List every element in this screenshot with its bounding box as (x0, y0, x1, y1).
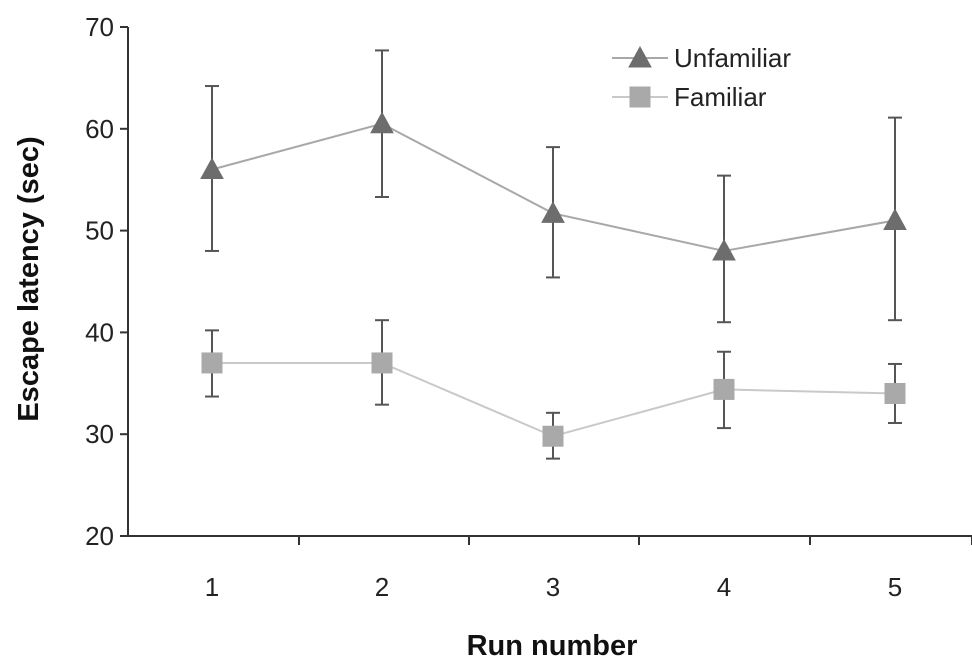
y-tick-label: 20 (85, 521, 114, 551)
data-point (201, 352, 223, 374)
x-tick-label: 4 (717, 572, 731, 602)
data-point (370, 111, 394, 134)
y-tick-label: 70 (85, 12, 114, 42)
legend-item-unfamiliar: Unfamiliar (612, 43, 791, 73)
legend-item-familiar: Familiar (612, 82, 767, 112)
legend: Unfamiliar Familiar (612, 43, 791, 112)
legend-marker (628, 45, 652, 68)
series-unfamiliar (200, 49, 907, 324)
data-point (884, 382, 906, 404)
legend-marker (629, 86, 651, 108)
y-axis-title: Escape latency (sec) (13, 136, 45, 421)
data-point (371, 352, 393, 374)
data-point (542, 425, 564, 447)
y-tick-label: 30 (85, 419, 114, 449)
legend-label: Familiar (674, 82, 767, 112)
data-point (883, 208, 907, 230)
data-point (713, 378, 735, 400)
y-tick-label: 60 (85, 114, 114, 144)
series-familiar (201, 319, 906, 460)
data-point (712, 238, 736, 261)
x-tick-label: 1 (205, 572, 219, 602)
y-tick-label: 40 (85, 317, 114, 347)
legend-label: Unfamiliar (674, 43, 791, 73)
data-point (541, 201, 565, 223)
plot-area (200, 49, 907, 460)
x-tick-label: 3 (546, 572, 560, 602)
axes: 20 30 40 50 60 70 1 2 3 4 5 (85, 12, 972, 602)
x-tick-label: 5 (888, 572, 902, 602)
y-tick-label: 50 (85, 216, 114, 246)
x-tick-label: 2 (375, 572, 389, 602)
data-point (200, 157, 224, 180)
x-axis-title: Run number (467, 630, 638, 662)
